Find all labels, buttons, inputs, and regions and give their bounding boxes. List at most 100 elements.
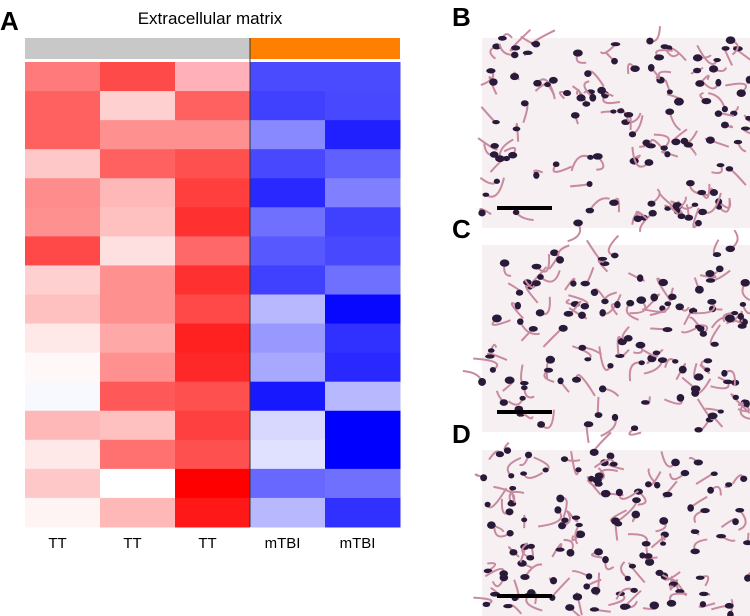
nucleus	[557, 377, 564, 385]
nucleus	[691, 202, 699, 207]
nucleus	[484, 501, 491, 508]
nucleus	[498, 35, 507, 41]
nucleus	[572, 593, 583, 601]
nucleus	[725, 245, 736, 253]
nucleus	[573, 219, 583, 227]
nucleus	[698, 208, 708, 216]
nucleus	[641, 400, 650, 405]
nucleus	[478, 209, 486, 217]
nucleus	[514, 301, 522, 310]
nucleus	[707, 298, 717, 305]
nucleus	[563, 310, 574, 317]
nucleus	[555, 547, 565, 552]
nucleus	[650, 293, 659, 302]
heatmap-cell	[100, 178, 176, 208]
nucleus	[632, 497, 641, 504]
nucleus	[508, 473, 515, 479]
heatmap-cell	[25, 178, 101, 208]
nucleus	[645, 143, 656, 149]
heatmap-cell	[25, 265, 101, 295]
nucleus	[601, 298, 609, 305]
nucleus	[628, 563, 637, 569]
nucleus	[606, 452, 615, 460]
nucleus	[731, 311, 739, 316]
nucleus	[545, 355, 555, 364]
heatmap-cell	[250, 497, 326, 528]
nucleus	[492, 120, 500, 125]
nucleus	[699, 591, 709, 597]
heatmap-cell	[25, 294, 101, 325]
nucleus	[623, 335, 633, 342]
nucleus	[705, 278, 716, 283]
nucleus	[499, 399, 509, 406]
heatmap-cell	[25, 207, 101, 237]
heatmap-cell	[325, 207, 401, 237]
nucleus	[636, 296, 647, 304]
nucleus	[631, 510, 641, 519]
nucleus	[690, 529, 700, 535]
nucleus	[639, 552, 646, 559]
panel-label: D	[452, 419, 471, 449]
nucleus	[716, 204, 723, 210]
heatmap-cell	[325, 178, 401, 208]
heatmap-cell	[25, 468, 101, 499]
nucleus	[703, 358, 713, 364]
nucleus	[490, 143, 499, 149]
scale-bar	[497, 206, 552, 210]
nucleus	[578, 344, 587, 351]
nucleus	[669, 581, 678, 586]
heatmap-cell	[250, 410, 326, 441]
nucleus	[537, 421, 546, 428]
nucleus	[493, 178, 501, 184]
heatmap-cell	[325, 410, 401, 441]
nucleus	[694, 285, 704, 294]
nucleus	[645, 481, 652, 488]
nucleus	[709, 189, 719, 197]
nucleus	[715, 265, 724, 273]
heatmap-cell	[250, 265, 326, 295]
nucleus	[695, 575, 705, 580]
nucleus	[695, 219, 702, 227]
scale-bar	[497, 594, 552, 598]
nucleus	[732, 518, 739, 526]
heatmap-cell	[250, 178, 326, 208]
nucleus	[732, 394, 739, 401]
nucleus	[506, 530, 514, 537]
nucleus	[617, 108, 625, 114]
nucleus	[624, 575, 631, 582]
heatmap-cell	[175, 120, 251, 150]
nucleus	[664, 206, 672, 211]
heatmap-cell	[325, 468, 401, 499]
nucleus	[721, 369, 728, 377]
nucleus	[537, 274, 544, 280]
nucleus	[686, 180, 695, 187]
nucleus	[652, 350, 661, 356]
nucleus	[512, 209, 520, 216]
heatmap-cell	[100, 149, 176, 179]
nucleus	[745, 75, 750, 84]
heatmap-cell	[250, 149, 326, 179]
nucleus	[505, 508, 514, 516]
nucleus	[630, 65, 640, 72]
nucleus	[570, 280, 577, 287]
nucleus	[511, 45, 521, 51]
nucleus	[589, 607, 600, 612]
nucleus	[544, 82, 551, 88]
nucleus	[503, 603, 513, 609]
nucleus	[594, 412, 603, 418]
heatmap-cell	[325, 265, 401, 295]
nucleus	[607, 362, 614, 369]
heatmap-cell	[100, 497, 176, 528]
heatmap-cell	[325, 62, 401, 92]
heatmap-cell	[25, 149, 101, 179]
nucleus	[520, 471, 528, 476]
nucleus	[712, 252, 722, 258]
nucleus	[556, 494, 565, 503]
nucleus	[660, 44, 669, 50]
heatmap-cell	[325, 236, 401, 266]
heatmap-cell	[100, 352, 176, 383]
nucleus	[589, 93, 597, 102]
heatmap-cell	[325, 497, 401, 528]
nucleus	[707, 486, 715, 494]
nucleus	[495, 451, 505, 458]
